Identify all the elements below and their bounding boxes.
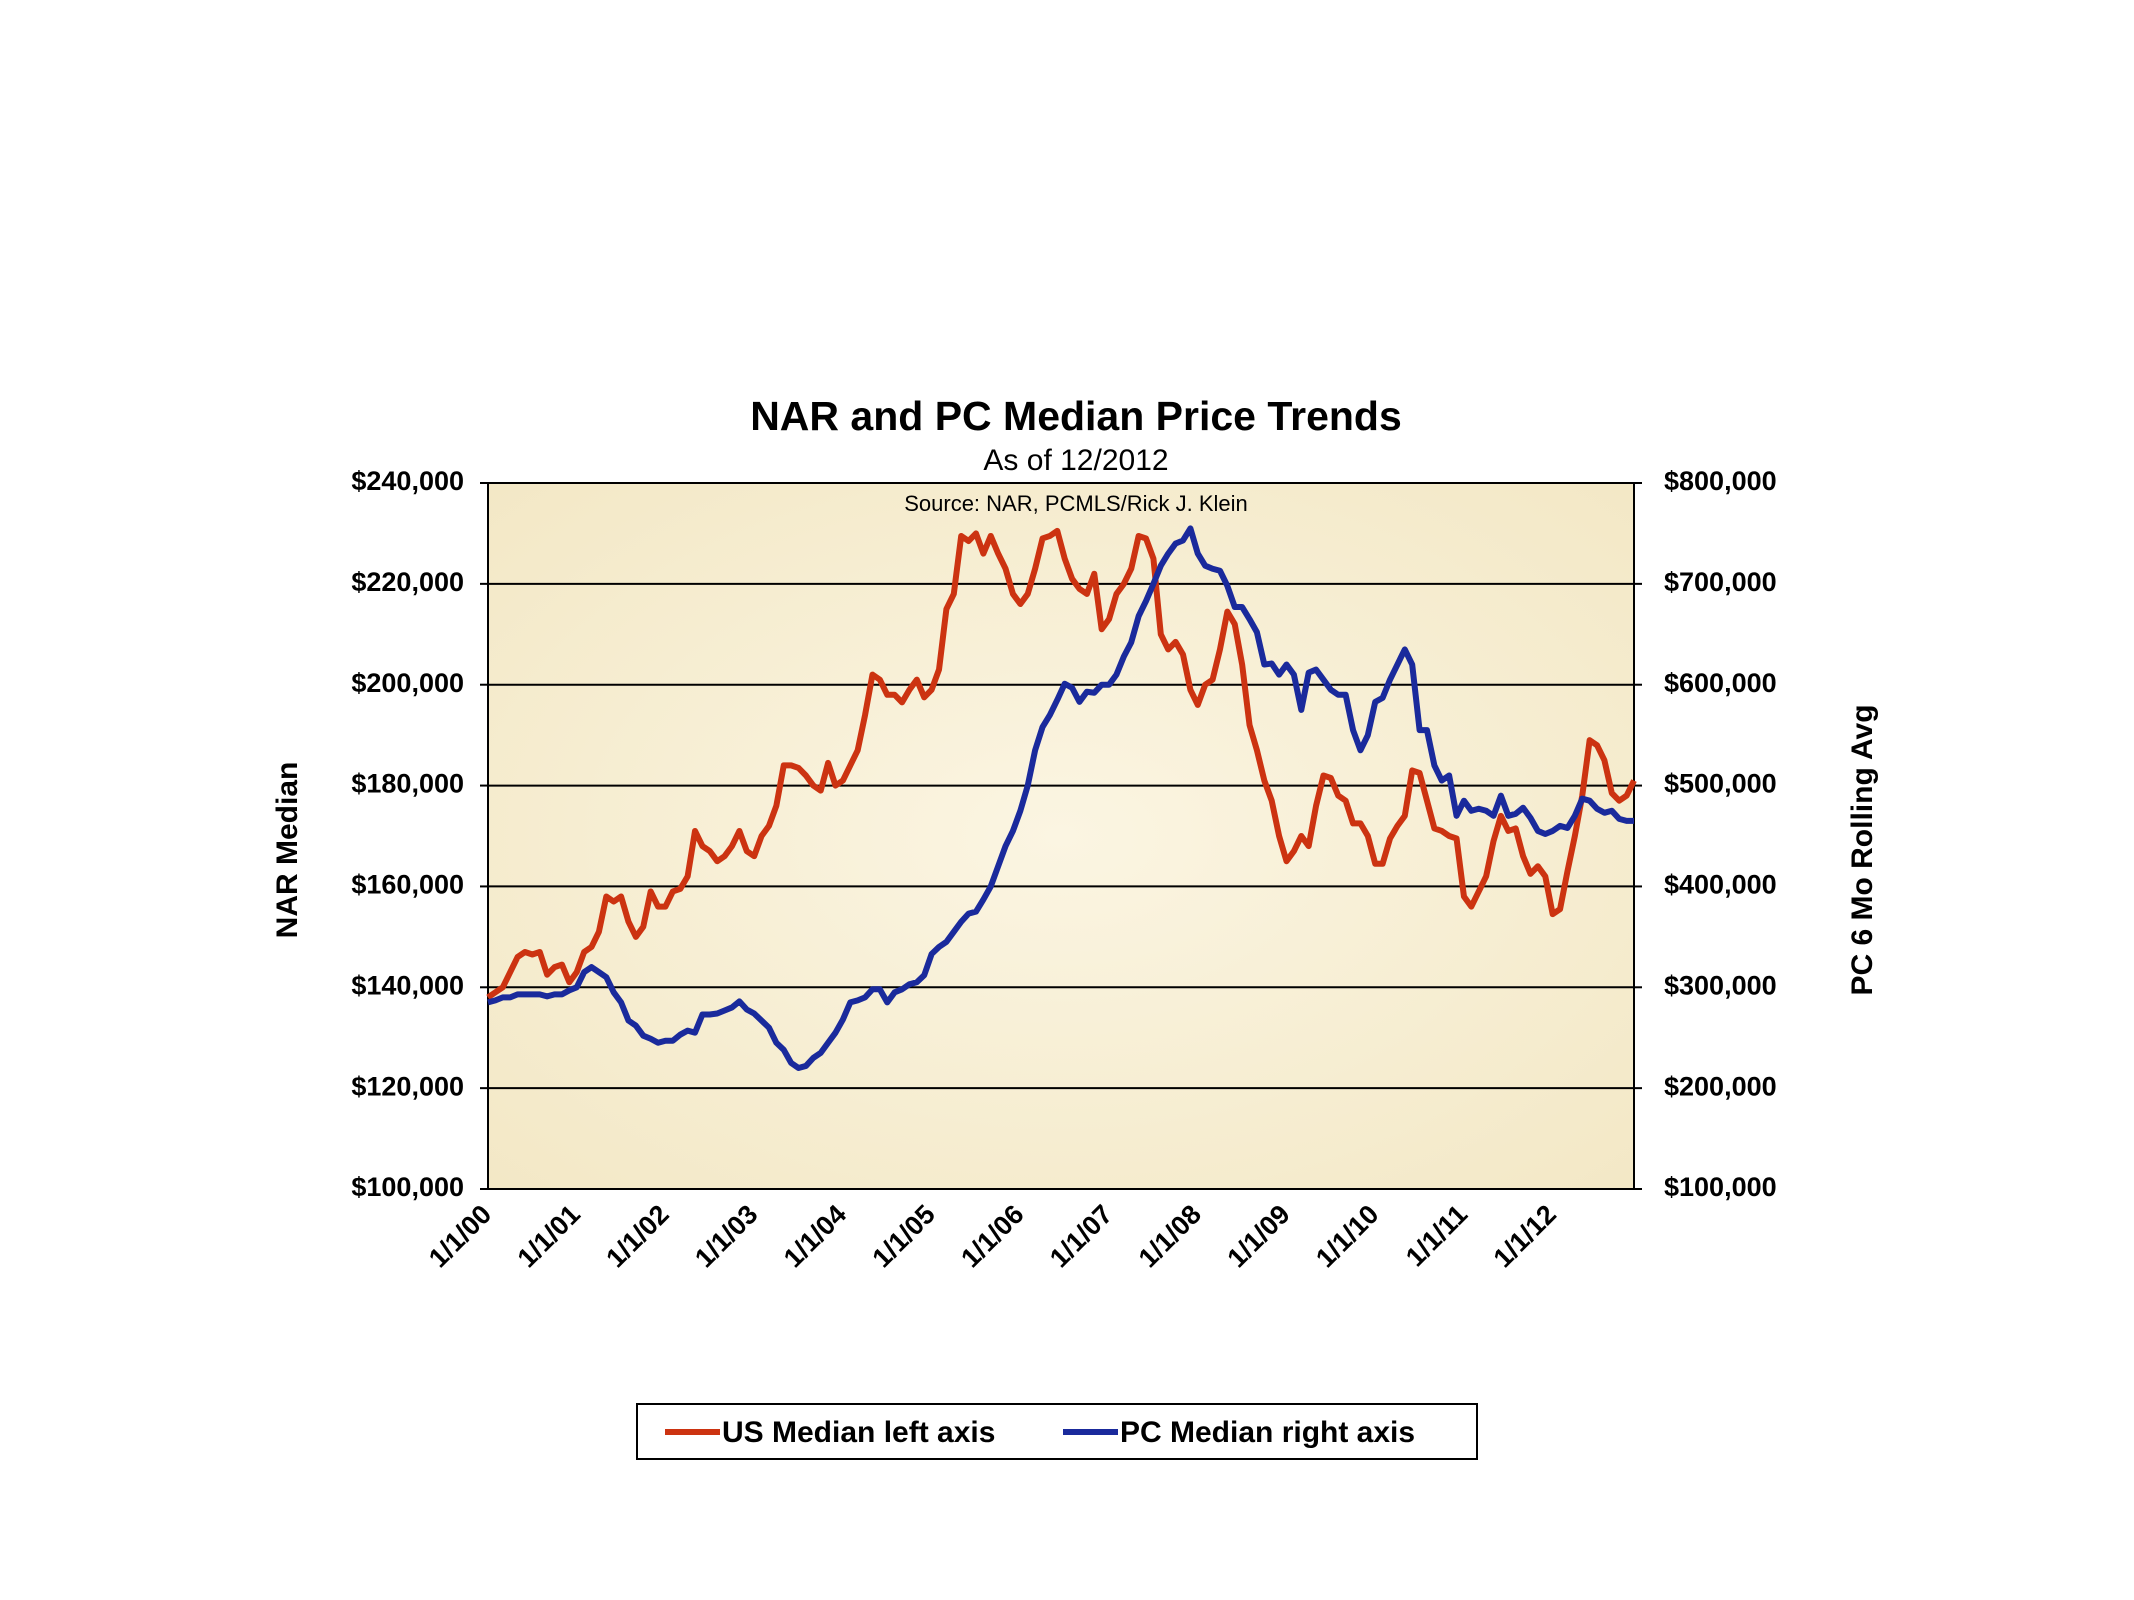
y2-tick-label: $500,000 — [1664, 769, 1777, 799]
y-tick-label: $180,000 — [351, 769, 464, 799]
x-tick-label: 1/1/09 — [1221, 1199, 1295, 1273]
x-tick-label: 1/1/12 — [1488, 1199, 1562, 1273]
legend: US Median left axis PC Median right axis — [636, 1403, 1478, 1460]
series-line — [486, 527, 1637, 1000]
x-tick-label: 1/1/08 — [1133, 1199, 1207, 1273]
x-tick-label: 1/1/01 — [512, 1199, 586, 1273]
x-tick-label: 1/1/03 — [689, 1199, 763, 1273]
x-tick-label: 1/1/00 — [423, 1199, 497, 1273]
x-tick-label: 1/1/06 — [955, 1199, 1029, 1273]
y2-tick-label: $800,000 — [1664, 466, 1777, 496]
chart-title: NAR and PC Median Price Trends — [750, 393, 1402, 439]
y2-axis-label: PC 6 Mo Rolling Avg — [1846, 704, 1879, 995]
y-tick-label: $200,000 — [351, 668, 464, 698]
y-tick-label: $160,000 — [351, 870, 464, 900]
legend-box — [636, 1403, 1478, 1460]
y-tick-label: $220,000 — [351, 567, 464, 597]
y-tick-label: $140,000 — [351, 970, 464, 1000]
x-tick-label: 1/1/11 — [1400, 1199, 1473, 1272]
plot-area — [488, 483, 1634, 1189]
x-tick-label: 1/1/05 — [867, 1199, 941, 1273]
series-line — [487, 525, 1634, 1071]
source-note: Source: NAR, PCMLS/Rick J. Klein — [904, 491, 1248, 516]
y2-tick-label: $100,000 — [1664, 1172, 1777, 1202]
y2-tick-label: $700,000 — [1664, 567, 1777, 597]
y2-tick-label: $400,000 — [1664, 870, 1777, 900]
y-tick-label: $100,000 — [351, 1172, 464, 1202]
x-tick-label: 1/1/07 — [1044, 1199, 1118, 1273]
x-tick-label: 1/1/02 — [600, 1199, 674, 1273]
legend-label: US Median left axis — [722, 1416, 995, 1449]
y2-tick-label: $200,000 — [1664, 1071, 1777, 1101]
y-axis-label: NAR Median — [271, 762, 304, 939]
y2-tick-label: $300,000 — [1664, 970, 1777, 1000]
x-tick-label: 1/1/10 — [1310, 1199, 1384, 1273]
x-tick-label: 1/1/04 — [778, 1199, 852, 1273]
chart-subtitle: As of 12/2012 — [983, 444, 1168, 477]
y-tick-label: $120,000 — [351, 1071, 464, 1101]
y2-tick-label: $600,000 — [1664, 668, 1777, 698]
legend-label: PC Median right axis — [1120, 1416, 1415, 1449]
y-tick-label: $240,000 — [351, 466, 464, 496]
